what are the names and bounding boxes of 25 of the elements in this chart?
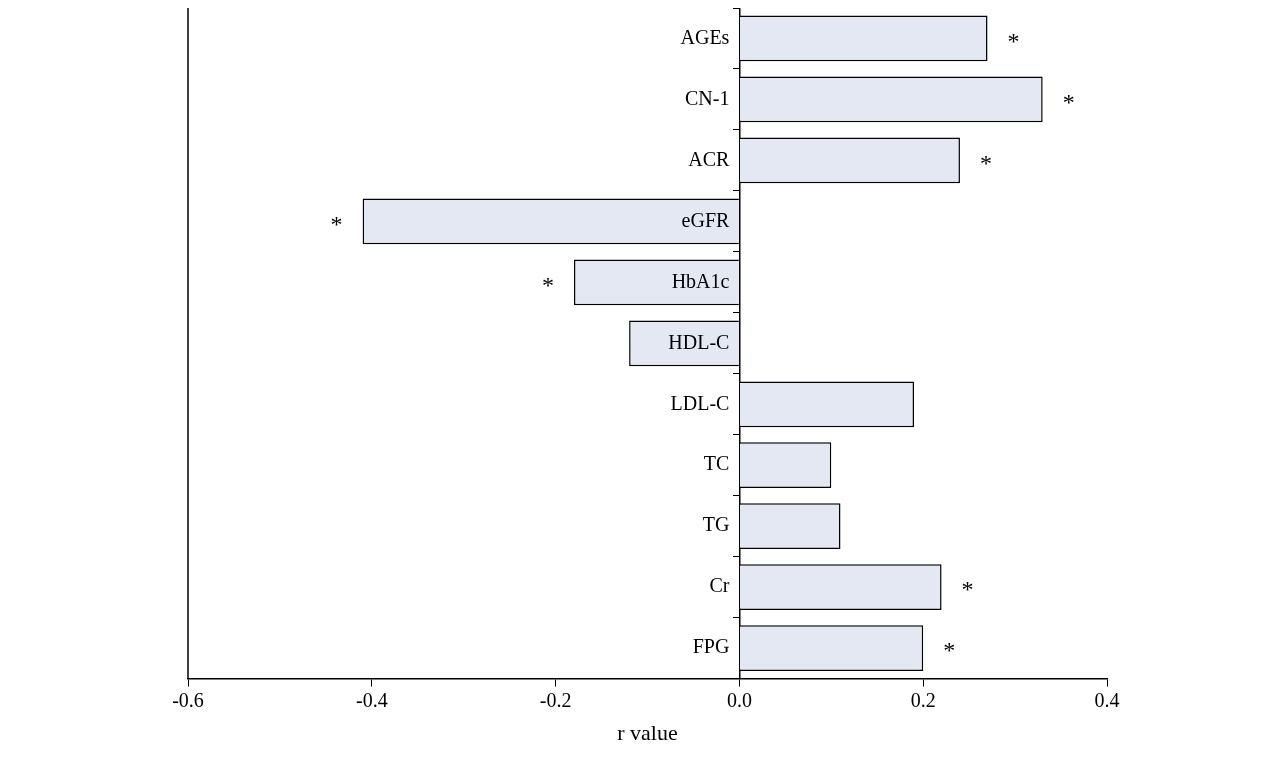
x-tick-label: -0.4: [355, 688, 388, 711]
annotation: *: [1062, 88, 1075, 115]
annotation: *: [1007, 27, 1020, 54]
x-tick-label: -0.2: [539, 688, 572, 711]
y-tick-label: AGEs: [680, 25, 730, 48]
x-tick-label: -0.6: [172, 688, 204, 711]
annotation: *: [979, 149, 992, 176]
y-tick-label: CN-1: [684, 86, 730, 109]
y-tick-label: HDL-C: [668, 330, 730, 353]
y-tick-label: Cr: [709, 574, 730, 597]
y-tick-label: ACR: [688, 147, 731, 170]
x-tick-label: 0.0: [726, 688, 752, 711]
annotation: *: [961, 576, 974, 603]
x-tick-label: 0.4: [1094, 688, 1120, 711]
annotation: *: [541, 271, 554, 298]
y-tick-label: LDL-C: [670, 391, 730, 414]
y-tick-label: FPG: [692, 635, 730, 658]
y-tick-label: TG: [702, 513, 730, 536]
annotation: *: [330, 210, 343, 237]
y-tick-label: HbA1c: [671, 269, 730, 292]
x-tick-label: 0.2: [910, 688, 936, 711]
y-tick-label: eGFR: [681, 208, 731, 231]
annotation: *: [943, 637, 956, 664]
x-axis-title: r value: [617, 719, 678, 745]
y-tick-label: TC: [703, 452, 730, 475]
